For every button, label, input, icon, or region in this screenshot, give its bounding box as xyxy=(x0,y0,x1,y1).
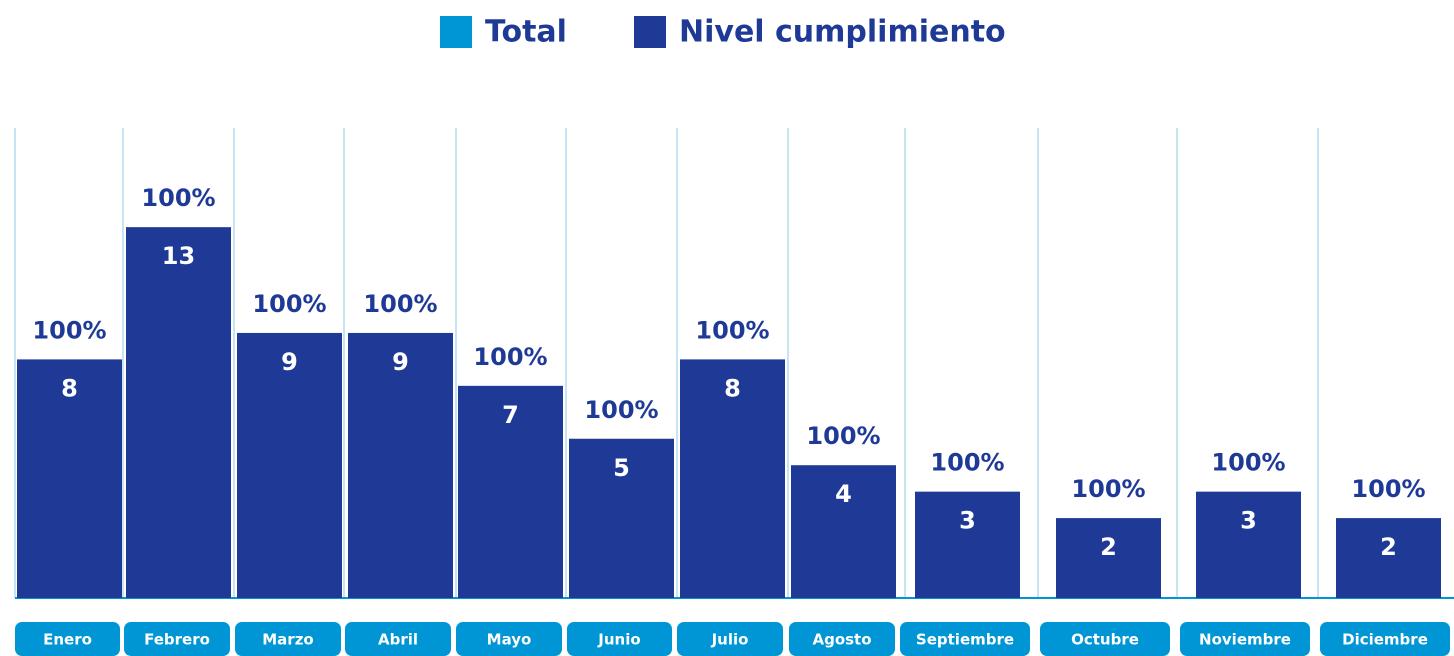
category-box xyxy=(15,622,120,656)
bar xyxy=(680,359,785,598)
bar-value-label: 5 xyxy=(613,454,630,482)
category-box xyxy=(1040,622,1170,656)
bar-value-label: 13 xyxy=(162,242,195,270)
legend-label: Total xyxy=(485,15,567,50)
bar-value-label: 9 xyxy=(281,348,298,376)
category-box xyxy=(345,622,451,656)
percentage-label: 100% xyxy=(1211,449,1285,477)
bar xyxy=(348,332,453,598)
category-label: Junio xyxy=(597,631,640,649)
category-box xyxy=(456,622,562,656)
legend-label: Nivel cumplimiento xyxy=(679,15,1006,50)
category-box xyxy=(124,622,230,656)
percentage-label: 100% xyxy=(695,316,769,344)
category-box xyxy=(567,622,672,656)
category-label: Mayo xyxy=(487,631,532,649)
category-label: Octubre xyxy=(1071,631,1139,649)
legend-swatch xyxy=(634,16,666,48)
bar xyxy=(791,465,896,598)
category-box xyxy=(1320,622,1450,656)
category-label: Septiembre xyxy=(916,631,1014,649)
percentage-label: 100% xyxy=(930,449,1004,477)
bar-value-label: 2 xyxy=(1380,533,1397,561)
category-box xyxy=(677,622,783,656)
category-box xyxy=(1180,622,1310,656)
bar-value-label: 9 xyxy=(392,348,409,376)
bar-value-label: 8 xyxy=(724,374,741,402)
percentage-label: 100% xyxy=(584,396,658,424)
category-box xyxy=(789,622,895,656)
legend-swatch xyxy=(440,16,472,48)
category-box xyxy=(900,622,1030,656)
bar xyxy=(237,332,342,598)
category-label: Noviembre xyxy=(1199,631,1291,649)
bar xyxy=(1336,518,1441,598)
percentage-label: 100% xyxy=(473,343,547,371)
category-label: Julio xyxy=(711,631,749,649)
bar xyxy=(458,385,563,598)
percentage-label: 100% xyxy=(252,290,326,318)
category-label: Abril xyxy=(378,631,418,649)
percentage-label: 100% xyxy=(363,290,437,318)
category-label: Agosto xyxy=(812,631,871,649)
percentage-label: 100% xyxy=(141,184,215,212)
bar xyxy=(915,491,1020,598)
bar xyxy=(1056,518,1161,598)
bar-value-label: 3 xyxy=(1240,507,1257,535)
bar-value-label: 2 xyxy=(1100,533,1117,561)
percentage-label: 100% xyxy=(1071,475,1145,503)
bar xyxy=(1196,491,1301,598)
bar xyxy=(569,438,674,598)
bar-value-label: 3 xyxy=(959,507,976,535)
bar xyxy=(17,359,122,598)
percentage-label: 100% xyxy=(806,422,880,450)
bar-value-label: 4 xyxy=(835,480,852,508)
category-label: Enero xyxy=(43,631,92,649)
category-label: Marzo xyxy=(262,631,313,649)
category-box xyxy=(235,622,341,656)
bar xyxy=(126,227,231,598)
category-label: Febrero xyxy=(144,631,210,649)
bar-value-label: 7 xyxy=(502,401,519,429)
percentage-label: 100% xyxy=(1351,475,1425,503)
bar-value-label: 8 xyxy=(61,374,78,402)
category-label: Diciembre xyxy=(1342,631,1428,649)
percentage-label: 100% xyxy=(32,316,106,344)
